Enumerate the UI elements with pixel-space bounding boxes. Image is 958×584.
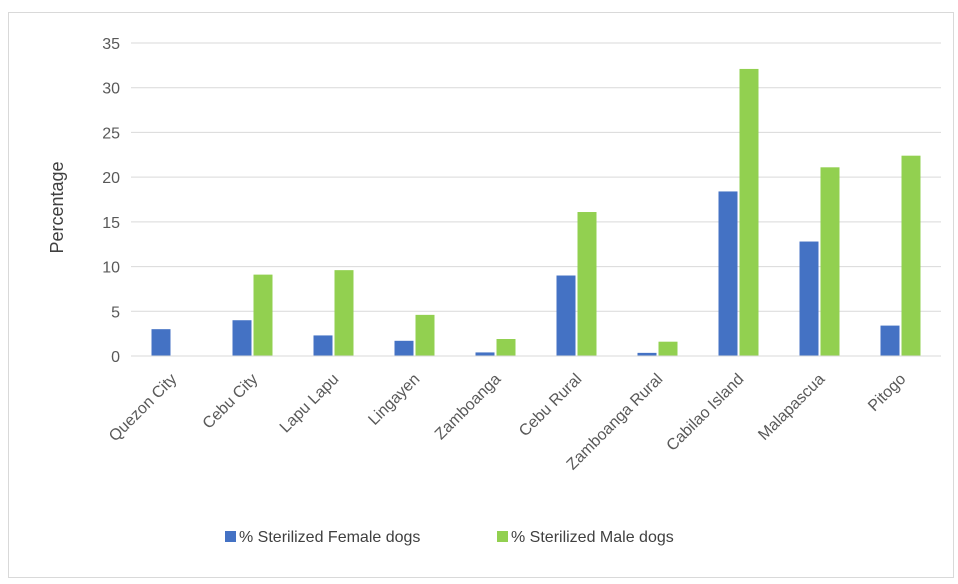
y-axis-ticks: 0 5 10 15 20 25 30 35: [102, 36, 120, 366]
bar-female: [313, 335, 333, 356]
legend-swatch: [497, 531, 508, 542]
bar-male: [253, 274, 273, 356]
bar-male: [739, 68, 759, 357]
y-tick-label: 25: [102, 125, 120, 142]
x-tick-label: Cabilao Island: [664, 371, 748, 455]
bar-female: [799, 241, 819, 356]
bar-male: [901, 155, 921, 356]
x-tick-label: Zamboanga: [432, 371, 504, 443]
legend-swatch: [225, 531, 236, 542]
bar-male: [820, 167, 840, 356]
legend: % Sterilized Female dogs % Sterilized Mal…: [225, 529, 674, 546]
bar-female: [880, 325, 900, 356]
bar-female: [556, 275, 576, 356]
bar-male: [658, 341, 678, 356]
x-tick-label: Quezon City: [106, 371, 180, 445]
bar-male: [415, 314, 435, 356]
gridlines: [131, 42, 941, 312]
x-tick-label: Cebu City: [200, 371, 262, 433]
bar-female: [151, 329, 171, 356]
y-tick-label: 30: [102, 81, 120, 98]
y-tick-label: 15: [102, 215, 120, 232]
bar-female: [718, 191, 738, 356]
chart-frame: 0 5 10 15 20 25 30 35 Quezon City Cebu City Lapu …: [8, 12, 954, 578]
y-axis-title: Percentage: [47, 161, 67, 253]
bars: [151, 68, 921, 357]
bar-female: [232, 320, 252, 356]
y-tick-label: 10: [102, 260, 120, 277]
y-tick-label: 35: [102, 36, 120, 53]
x-tick-label: Cebu Rural: [516, 371, 585, 440]
bar-male: [577, 212, 597, 356]
x-axis-ticks: Quezon City Cebu City Lapu Lapu Lingayen Zam…: [106, 371, 909, 474]
legend-label: % Sterilized Female dogs: [239, 529, 420, 546]
x-tick-label: Lingayen: [365, 371, 423, 429]
x-tick-label: Pitogo: [865, 371, 909, 415]
bar-female: [475, 352, 495, 356]
bar-chart: 0 5 10 15 20 25 30 35 Quezon City Cebu City Lapu …: [47, 36, 941, 546]
bar-male: [334, 270, 354, 356]
x-tick-label: Lapu Lapu: [277, 371, 343, 437]
legend-label: % Sterilized Male dogs: [511, 529, 674, 546]
y-tick-label: 5: [111, 304, 120, 321]
bar-female: [394, 340, 414, 356]
x-tick-label: Malapascua: [755, 371, 828, 444]
y-tick-label: 0: [111, 349, 120, 366]
bar-female: [637, 352, 657, 356]
y-tick-label: 20: [102, 170, 120, 187]
bar-male: [496, 339, 516, 356]
